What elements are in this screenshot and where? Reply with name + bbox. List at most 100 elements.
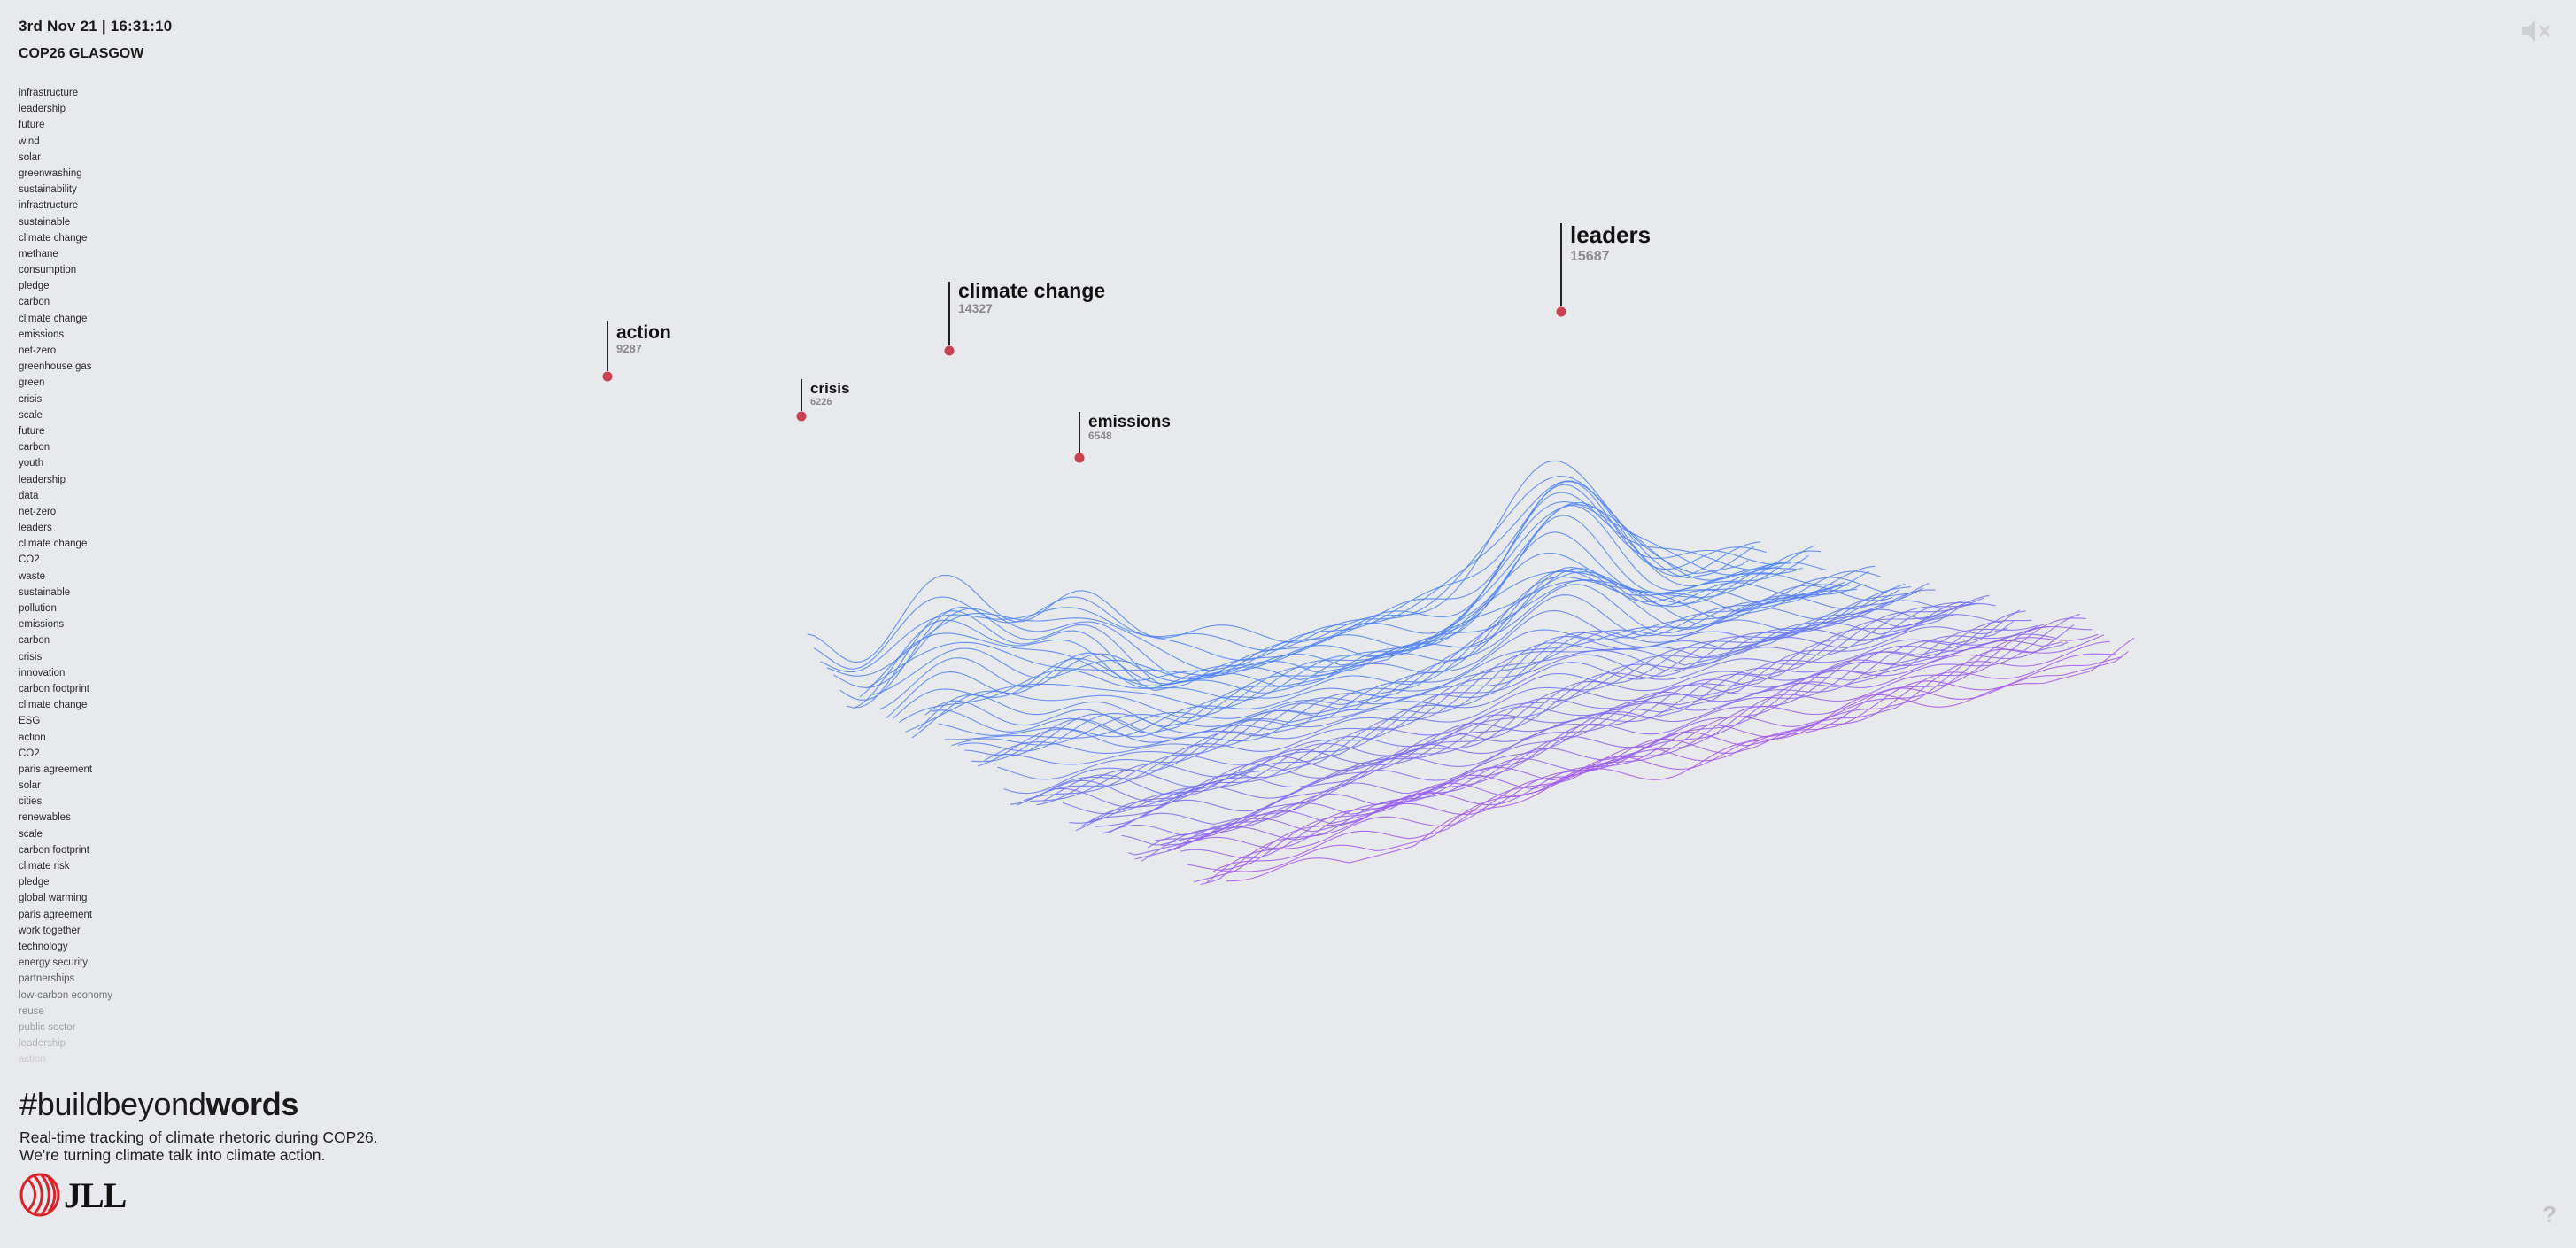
- terrain-line: [957, 577, 1888, 752]
- terrain-line: [578, 339, 1537, 599]
- terrain-line: [971, 589, 1899, 763]
- terrain-line: [833, 484, 1773, 688]
- feed-word: innovation: [19, 667, 66, 678]
- feed-word: pledge: [19, 281, 50, 292]
- terrain-line: [1075, 602, 1996, 832]
- terrain-line: [1088, 626, 2008, 823]
- terrain-line: [984, 586, 1912, 762]
- terrain-line: [545, 384, 1507, 564]
- campaign-hashtag: #buildbeyondwords: [19, 1086, 378, 1123]
- terrain-line: [1167, 613, 2080, 851]
- peak-marker[interactable]: [1074, 453, 1085, 463]
- terrain-line: [892, 561, 1828, 720]
- terrain-line: [990, 590, 1918, 765]
- terrain-line: [938, 570, 1869, 738]
- terrain-line: [1226, 637, 2135, 882]
- feed-word: consumption: [19, 265, 77, 276]
- header: 3rd Nov 21 | 16:31:10 COP26 GLASGOW: [19, 18, 172, 62]
- live-word-feed: infrastructure leadership future wind solar g…: [19, 85, 112, 1067]
- feed-word: emissions: [19, 329, 65, 340]
- terrain-line: [866, 505, 1803, 689]
- terrain-line: [846, 500, 1785, 709]
- peak-count-label: 6548: [1088, 430, 1112, 442]
- peak-marker[interactable]: [944, 345, 955, 356]
- terrain-line: [702, 365, 1652, 656]
- feed-word: carbon: [19, 635, 50, 647]
- terrain-line: [650, 321, 1604, 645]
- terrain-line: [460, 408, 1429, 570]
- terrain-line: [886, 550, 1822, 719]
- feed-word: crisis: [19, 393, 43, 405]
- terrain-line: [1115, 619, 2032, 836]
- feed-word: global warming: [19, 893, 88, 904]
- feed-word: ESG: [19, 716, 41, 727]
- terrain-line: [964, 585, 1893, 757]
- feed-word: climate change: [19, 539, 88, 550]
- terrain-line: [775, 430, 1719, 641]
- terrain-line: [559, 358, 1520, 579]
- terrain-line: [532, 381, 1495, 586]
- terrain-line: [1200, 640, 2110, 886]
- event-title: COP26 GLASGOW: [19, 46, 144, 61]
- terrain-line: [526, 369, 1489, 593]
- terrain-line: [755, 399, 1700, 647]
- feed-word: cities: [19, 796, 43, 808]
- feed-word: youth: [19, 458, 44, 469]
- speaker-muted-icon: [2522, 20, 2550, 42]
- terrain-line: [493, 365, 1459, 607]
- help-button[interactable]: ?: [2542, 1201, 2557, 1228]
- terrain-line: [1212, 656, 2123, 872]
- terrain-line: [572, 347, 1532, 597]
- terrain-line: [1010, 589, 1936, 805]
- feed-word: sustainable: [19, 586, 71, 598]
- feed-word: CO2: [19, 748, 40, 759]
- peak-marker[interactable]: [602, 371, 613, 382]
- peak-marker[interactable]: [796, 411, 807, 422]
- feed-word: renewables: [19, 812, 71, 824]
- terrain-line: [762, 414, 1706, 644]
- feed-word: climate change: [19, 313, 88, 324]
- feed-word: reuse: [19, 1005, 44, 1017]
- terrain-line: [598, 311, 1556, 617]
- feed-word: public sector: [19, 1021, 76, 1033]
- peak-count-label: 14327: [958, 301, 993, 315]
- terrain-line: [552, 369, 1513, 567]
- terrain-line: [519, 361, 1483, 589]
- terrain-line: [669, 326, 1621, 640]
- terrain-line: [690, 368, 1640, 658]
- feed-word: paris agreement: [19, 909, 93, 920]
- feed-word: methane: [19, 248, 58, 260]
- feed-word: net-zero: [19, 345, 57, 356]
- feed-word: work together: [19, 925, 81, 936]
- terrain-line: [1082, 614, 2002, 826]
- feed-word: future: [19, 120, 45, 131]
- jll-helix-icon: [19, 1173, 60, 1217]
- terrain-line: [1030, 615, 1953, 802]
- peak-count-label: 6226: [810, 397, 832, 407]
- mute-button[interactable]: [2519, 18, 2553, 44]
- terrain-line: [768, 427, 1712, 644]
- peak-marker[interactable]: [1556, 306, 1566, 317]
- feed-word: partnerships: [19, 973, 75, 985]
- feed-word: green: [19, 377, 45, 389]
- feed-word: solar: [19, 780, 41, 792]
- feed-word: scale: [19, 828, 43, 840]
- feed-word: emissions: [19, 619, 65, 631]
- feed-word: sustainability: [19, 184, 77, 196]
- feed-word: pollution: [19, 603, 57, 614]
- feed-word: CO2: [19, 554, 40, 566]
- feed-word: climate change: [19, 700, 88, 711]
- terrain-line: [474, 386, 1442, 593]
- terrain-line: [611, 339, 1567, 621]
- terrain-line: [1193, 634, 2105, 883]
- feed-word: paris agreement: [19, 764, 93, 775]
- terrain-line: [977, 583, 1906, 767]
- feed-word: carbon: [19, 442, 50, 453]
- peak-word-label: emissions: [1088, 413, 1171, 431]
- tagline-line-1: Real-time tracking of climate rhetoric d…: [19, 1128, 378, 1146]
- terrain-line: [1095, 620, 2015, 827]
- hashtag-suffix: words: [205, 1086, 299, 1122]
- jll-logo[interactable]: JLL: [19, 1173, 378, 1217]
- feed-word: pledge: [19, 877, 50, 888]
